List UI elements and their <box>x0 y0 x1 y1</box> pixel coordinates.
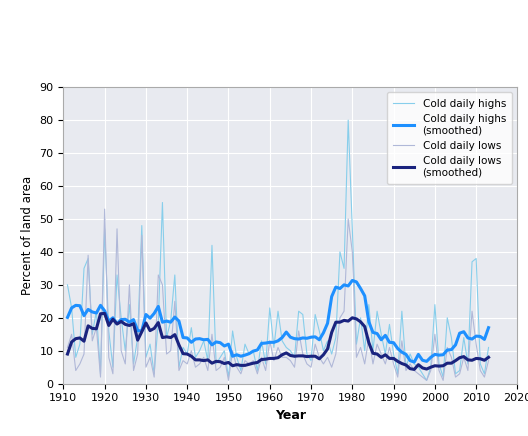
Text: Figure 3. Area of the Contiguous 48 States with Unusually Cold Winter: Figure 3. Area of the Contiguous 48 Stat… <box>0 23 528 36</box>
Legend: Cold daily highs, Cold daily highs
(smoothed), Cold daily lows, Cold daily lows
: Cold daily highs, Cold daily highs (smoo… <box>387 92 512 184</box>
Y-axis label: Percent of land area: Percent of land area <box>21 176 34 295</box>
Text: Temperatures, 1911–2013: Temperatures, 1911–2013 <box>167 54 361 68</box>
X-axis label: Year: Year <box>275 409 306 422</box>
